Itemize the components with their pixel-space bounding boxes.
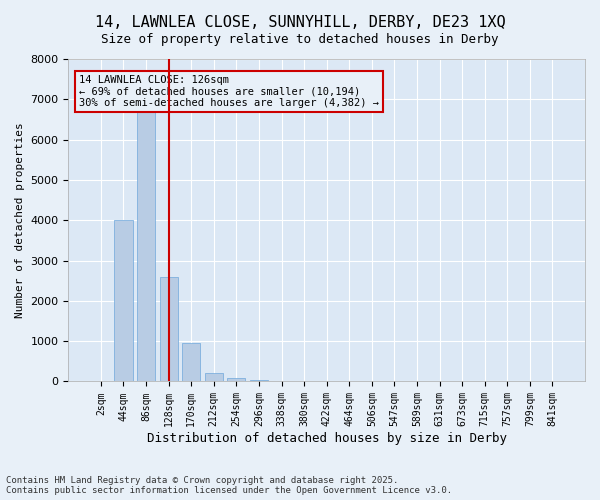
Bar [182, 343, 200, 382]
Text: 14, LAWNLEA CLOSE, SUNNYHILL, DERBY, DE23 1XQ: 14, LAWNLEA CLOSE, SUNNYHILL, DERBY, DE2… [95, 15, 505, 30]
Bar [137, 91, 155, 382]
X-axis label: Distribution of detached houses by size in Derby: Distribution of detached houses by size … [147, 432, 507, 445]
Bar [160, 276, 178, 382]
Bar [227, 378, 245, 382]
Text: Size of property relative to detached houses in Derby: Size of property relative to detached ho… [101, 32, 499, 46]
Text: Contains HM Land Registry data © Crown copyright and database right 2025.
Contai: Contains HM Land Registry data © Crown c… [6, 476, 452, 495]
Bar [205, 374, 223, 382]
Text: 14 LAWNLEA CLOSE: 126sqm
← 69% of detached houses are smaller (10,194)
30% of se: 14 LAWNLEA CLOSE: 126sqm ← 69% of detach… [79, 75, 379, 108]
Bar [250, 380, 268, 382]
Bar [115, 220, 133, 382]
Y-axis label: Number of detached properties: Number of detached properties [15, 122, 25, 318]
